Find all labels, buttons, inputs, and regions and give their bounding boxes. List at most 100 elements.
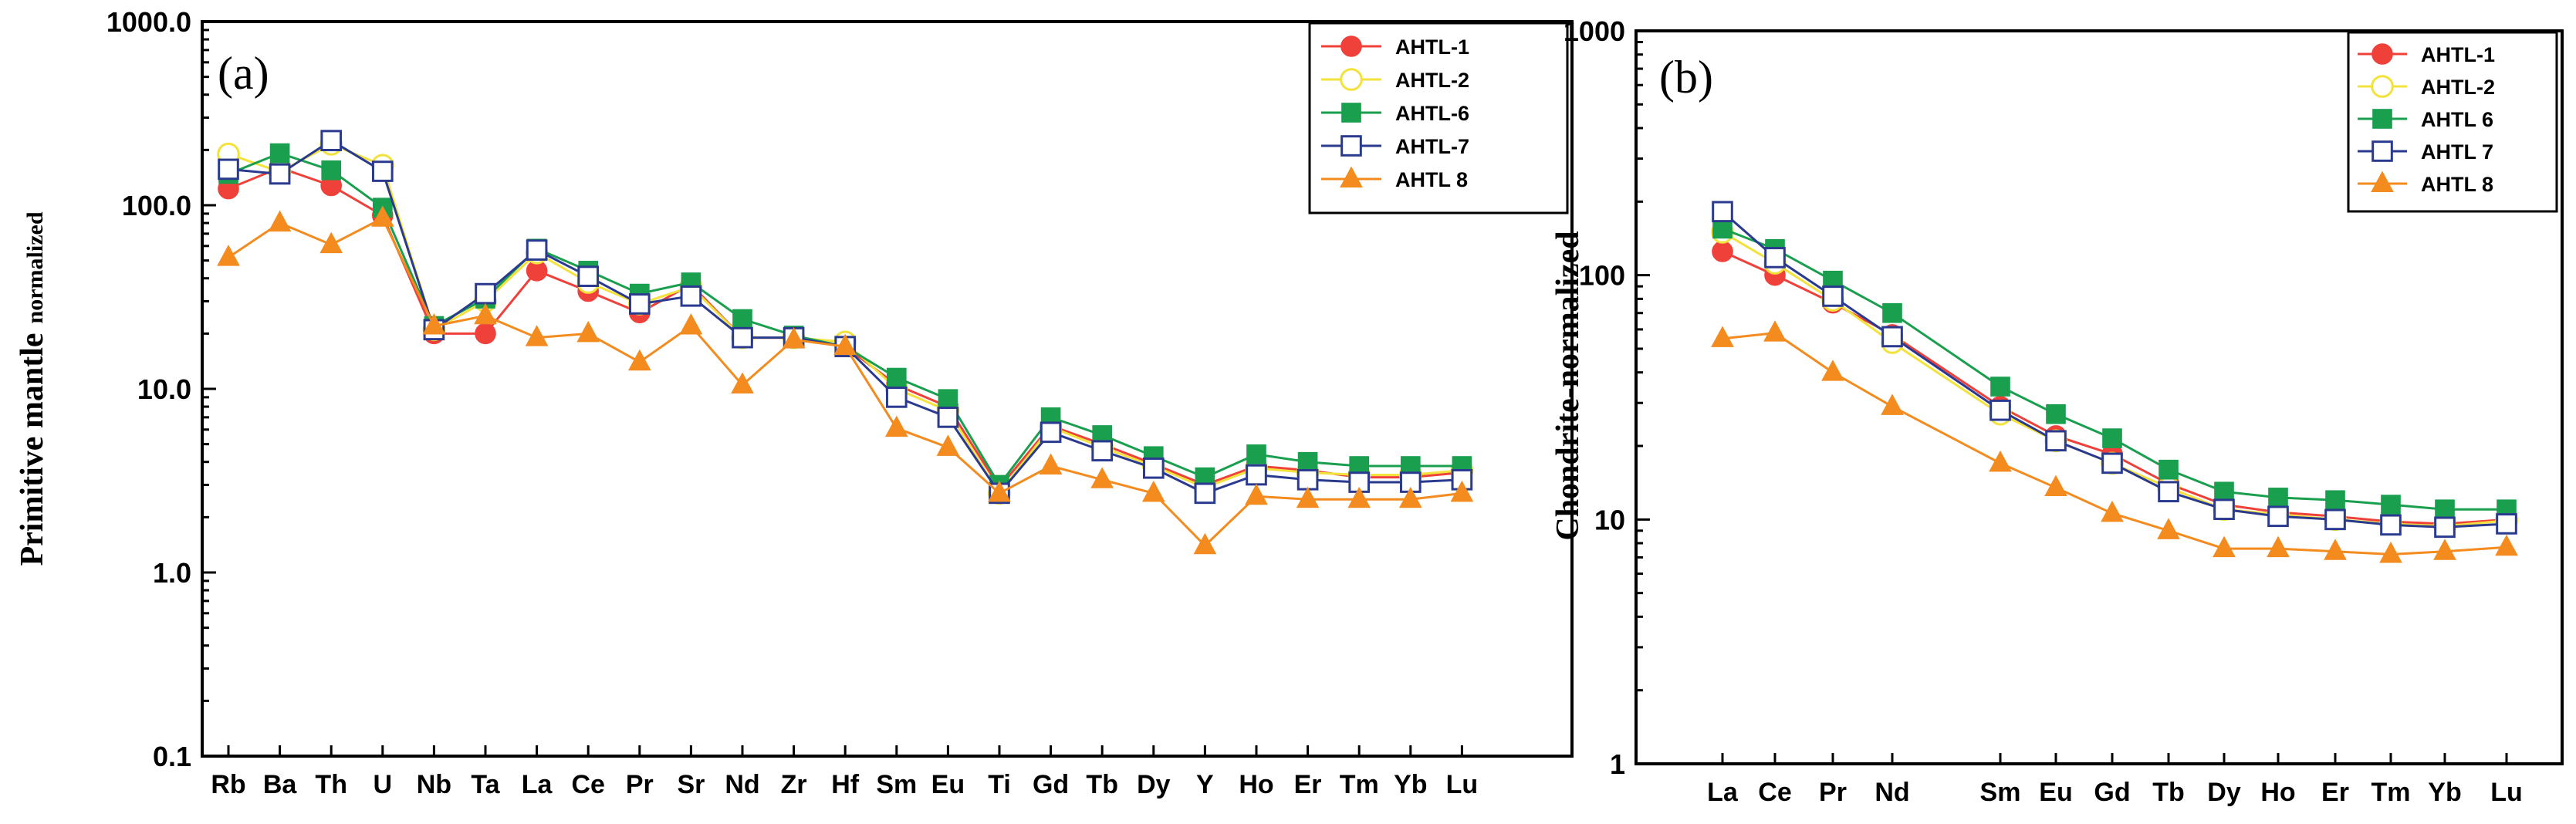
x-tick-label: Dy	[1137, 770, 1171, 799]
data-point	[2045, 430, 2067, 452]
legend-entry: AHTL 8	[2358, 171, 2493, 196]
data-point	[1347, 486, 1371, 508]
legend-marker	[1340, 166, 1363, 187]
data-point	[525, 325, 549, 346]
data-point	[2214, 481, 2234, 502]
y-tick-label: 10.0	[137, 373, 191, 405]
legend-items-a: AHTL-1 AHTL-2 AHTL-6 AHTL-7 AHTL 8	[1321, 35, 1469, 191]
data-point	[628, 293, 651, 315]
x-axis-b: La Ce Pr Nd Sm Eu Gd Tb Dy Ho Er Tm Yb Lu	[1707, 753, 2523, 807]
data-point	[217, 245, 240, 266]
series-ahtl-2	[217, 133, 1474, 505]
data-point	[422, 313, 446, 335]
plot-area-b	[1635, 29, 2564, 765]
series-line	[1722, 211, 2507, 529]
data-point	[886, 367, 907, 388]
series-line	[228, 143, 1462, 495]
series-line	[228, 166, 1462, 490]
legend-label: AHTL-1	[2421, 43, 2495, 66]
x-tick-label: Pr	[626, 770, 654, 799]
x-tick-label: Er	[2321, 778, 2349, 807]
data-point	[732, 326, 753, 349]
data-point	[2158, 459, 2179, 480]
chart-panel-b: (b) Chondrite-normalized 1 10 100 1000 La Ce…	[1550, 15, 2564, 807]
data-point	[269, 143, 290, 164]
y-tick-label: 1	[1610, 748, 1625, 780]
legend-marker	[2371, 171, 2394, 192]
data-point	[732, 309, 752, 329]
legend-entry: AHTL-1	[2358, 43, 2495, 66]
data-point	[1989, 450, 2012, 472]
data-point	[1990, 377, 2010, 397]
data-point	[2433, 539, 2456, 560]
legend-label: AHTL 6	[2421, 108, 2493, 131]
data-point	[1764, 247, 1786, 268]
legend-marker	[2372, 109, 2392, 129]
data-point	[268, 210, 292, 232]
x-tick-label: La	[522, 770, 553, 799]
data-point	[1822, 285, 1844, 307]
data-point	[2435, 499, 2455, 520]
data-point	[1039, 453, 1063, 475]
data-point	[680, 285, 702, 307]
x-tick-label: La	[1707, 778, 1739, 807]
data-point	[679, 313, 703, 335]
x-tick-label: Nb	[417, 770, 451, 799]
data-point	[884, 415, 908, 437]
data-point	[1398, 486, 1422, 508]
x-tick-label: Pr	[1819, 778, 1847, 807]
data-point	[937, 407, 959, 428]
panel-label-a: (a)	[218, 48, 269, 99]
data-point	[885, 387, 908, 408]
data-point	[1194, 482, 1216, 505]
y-tick-label: 0.1	[153, 741, 191, 772]
data-point	[1040, 421, 1062, 444]
data-point	[370, 205, 394, 227]
y-tick-label: 10	[1594, 504, 1625, 535]
legend-label: AHTL 8	[1395, 168, 1468, 191]
data-point	[2101, 500, 2124, 522]
y-axis-a: 0.1 1.0 10.0 100.0 1000.0	[106, 6, 216, 772]
x-tick-label: Tm	[1340, 770, 1379, 799]
legend-entry: AHTL-2	[1321, 68, 1469, 92]
y-tick-label: 100	[1579, 260, 1625, 292]
data-point	[2046, 404, 2066, 424]
data-point	[269, 163, 291, 185]
data-point	[2267, 535, 2290, 558]
legend-label: AHTL-2	[2421, 76, 2495, 99]
legend-entry: AHTL-1	[1321, 35, 1469, 59]
data-point	[1763, 320, 1787, 342]
data-point	[2213, 535, 2236, 558]
x-tick-label: Gd	[1033, 770, 1069, 799]
legend-entry: AHTL-7	[1321, 135, 1469, 158]
data-point	[1881, 393, 1904, 415]
legend-entry: AHTL-6	[1321, 102, 1469, 125]
data-point	[576, 320, 600, 343]
legend-label: AHTL 7	[2421, 140, 2493, 164]
legend-marker	[2371, 75, 2394, 98]
data-point	[2496, 513, 2517, 535]
data-point	[1245, 483, 1268, 505]
series-group-b	[1711, 201, 2518, 563]
x-tick-label: Ho	[1239, 770, 1273, 799]
data-point	[1450, 480, 1474, 502]
x-tick-label: U	[374, 770, 393, 799]
legend-a: AHTL-1 AHTL-2 AHTL-6 AHTL-7 AHTL 8	[1308, 22, 1569, 214]
legend-marker	[1341, 103, 1361, 123]
data-point	[1296, 486, 1320, 508]
data-point	[319, 231, 343, 254]
series-ahtl-7	[1712, 201, 2517, 539]
legend-marker	[1340, 135, 1362, 157]
legend-items-b: AHTL-1 AHTL-2 AHTL 6 AHTL 7 AHTL 8	[2358, 43, 2495, 196]
data-point	[1821, 360, 1844, 381]
data-point	[936, 434, 960, 456]
legend-marker	[1340, 68, 1363, 91]
data-point	[1882, 302, 1902, 323]
legend-marker	[1340, 35, 1362, 57]
data-point	[1142, 457, 1165, 479]
data-point	[2213, 498, 2235, 521]
x-tick-label: Hf	[831, 770, 860, 799]
legend-marker	[2371, 140, 2393, 162]
legend-entry: AHTL 6	[2358, 108, 2493, 131]
